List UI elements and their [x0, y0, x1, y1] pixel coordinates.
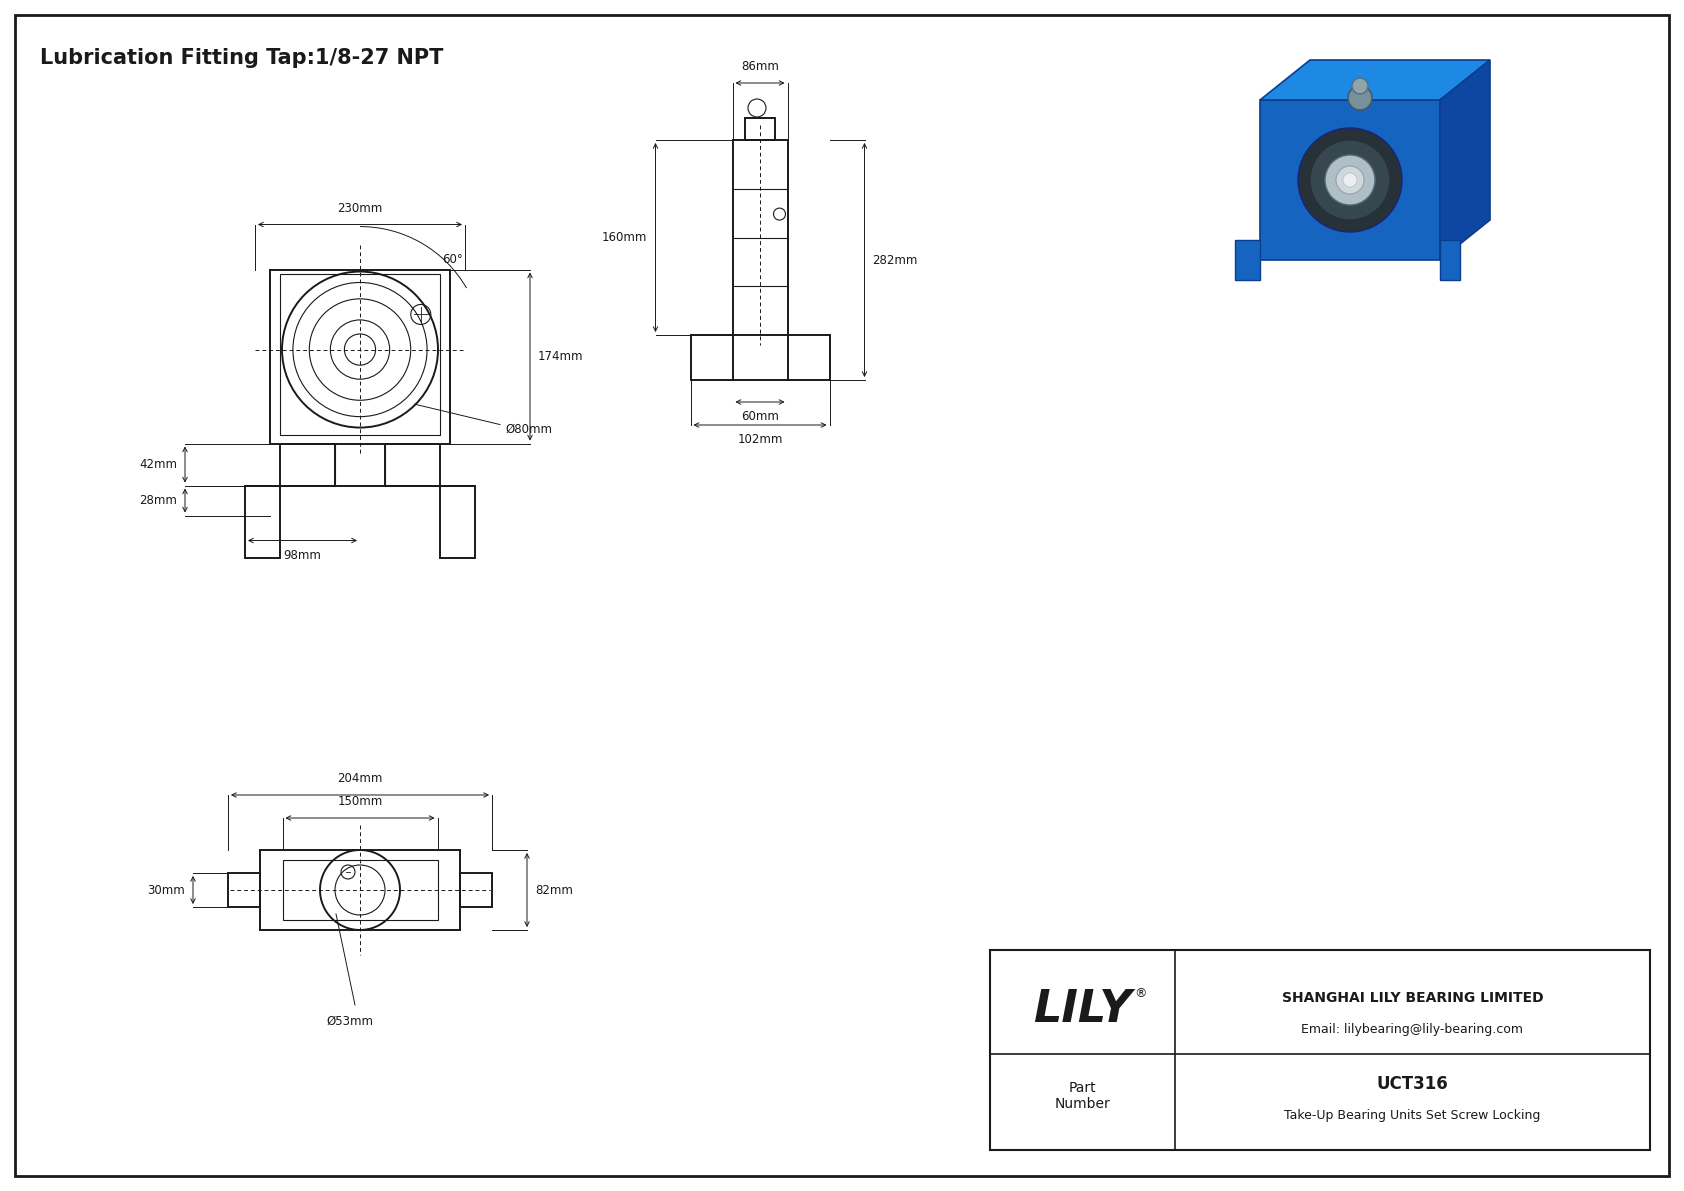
Bar [990, 950, 1650, 1151]
Text: 60°: 60° [441, 252, 463, 266]
Text: 28mm: 28mm [140, 494, 177, 507]
Text: 42mm: 42mm [140, 459, 177, 470]
Text: 230mm: 230mm [337, 201, 382, 214]
Text: Part
Number: Part Number [1054, 1081, 1110, 1111]
Text: LILY: LILY [1032, 989, 1132, 1031]
Text: 30mm: 30mm [147, 884, 185, 897]
Text: Email: lilybearing@lily-bearing.com: Email: lilybearing@lily-bearing.com [1302, 1023, 1524, 1036]
Text: 160mm: 160mm [603, 231, 648, 244]
Bar [788, 335, 830, 380]
Text: Lubrication Fitting Tap:1/8-27 NPT: Lubrication Fitting Tap:1/8-27 NPT [40, 48, 443, 68]
Polygon shape [1234, 241, 1260, 280]
Circle shape [1298, 127, 1403, 232]
Bar [690, 335, 733, 380]
Circle shape [1344, 173, 1357, 187]
Text: 174mm: 174mm [537, 350, 583, 363]
Bar [386, 443, 440, 486]
Bar [244, 486, 280, 557]
Text: SHANGHAI LILY BEARING LIMITED: SHANGHAI LILY BEARING LIMITED [1282, 991, 1543, 1005]
Polygon shape [1260, 100, 1440, 260]
Circle shape [1347, 86, 1372, 110]
Bar [744, 118, 775, 141]
Text: 82mm: 82mm [536, 884, 573, 897]
Text: Ø53mm: Ø53mm [327, 1015, 374, 1028]
Text: 150mm: 150mm [337, 796, 382, 807]
Text: Ø80mm: Ø80mm [505, 423, 552, 436]
Text: Take-Up Bearing Units Set Screw Locking: Take-Up Bearing Units Set Screw Locking [1285, 1110, 1541, 1122]
Text: 60mm: 60mm [741, 410, 780, 423]
Bar [280, 274, 440, 435]
Text: 98mm: 98mm [283, 549, 322, 561]
Circle shape [1335, 166, 1364, 194]
Bar [269, 269, 450, 443]
Polygon shape [1440, 241, 1460, 280]
Bar [280, 443, 335, 486]
Bar [733, 141, 788, 335]
Text: UCT316: UCT316 [1376, 1075, 1448, 1093]
Text: 204mm: 204mm [337, 772, 382, 785]
Bar [460, 873, 492, 908]
Circle shape [1310, 141, 1389, 220]
Bar [440, 486, 475, 557]
Polygon shape [1260, 60, 1490, 100]
Circle shape [1352, 77, 1367, 94]
Bar [227, 873, 259, 908]
Bar [283, 860, 438, 919]
Text: 86mm: 86mm [741, 60, 780, 73]
Text: 282mm: 282mm [872, 254, 918, 267]
Bar [259, 850, 460, 930]
Polygon shape [1440, 60, 1490, 260]
Text: ®: ® [1133, 987, 1147, 1000]
Circle shape [1325, 155, 1376, 205]
Text: 102mm: 102mm [738, 434, 783, 445]
